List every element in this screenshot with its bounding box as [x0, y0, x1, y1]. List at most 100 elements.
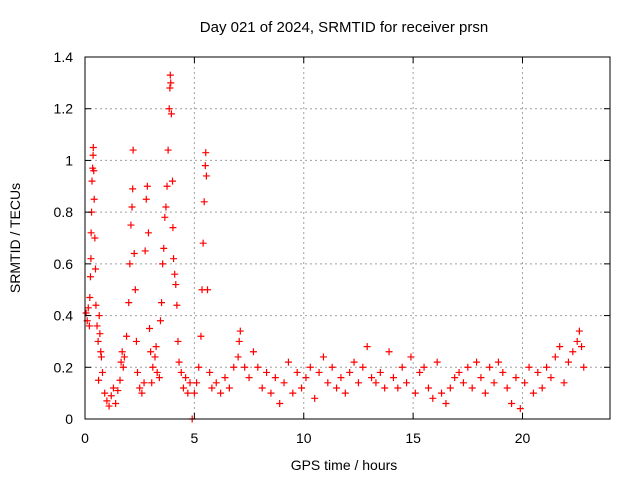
data-point — [136, 384, 144, 392]
data-point — [328, 363, 336, 371]
y-tick-label: 1.2 — [54, 101, 74, 117]
data-point — [381, 384, 389, 392]
data-point — [477, 374, 485, 382]
data-point — [201, 162, 209, 170]
data-point — [459, 379, 467, 387]
data-point — [173, 301, 181, 309]
data-point — [148, 379, 156, 387]
y-tick-label: 1.4 — [54, 49, 74, 65]
data-point — [107, 392, 115, 400]
data-point — [127, 221, 135, 229]
data-point — [368, 374, 376, 382]
data-point — [199, 239, 207, 247]
data-point — [490, 379, 498, 387]
data-point — [99, 368, 106, 376]
x-axis-label: GPS time / hours — [291, 457, 398, 473]
y-tick-label: 1 — [65, 152, 73, 168]
data-point — [96, 330, 104, 338]
data-point — [204, 286, 211, 294]
data-point — [538, 384, 546, 392]
x-tick-label: 15 — [405, 430, 421, 446]
data-point — [284, 358, 292, 366]
data-point — [184, 389, 192, 397]
data-points — [82, 71, 588, 423]
data-point — [92, 301, 100, 309]
data-point — [230, 363, 238, 371]
data-point — [126, 260, 134, 268]
data-point — [190, 389, 198, 397]
data-point — [94, 337, 102, 345]
data-point — [97, 348, 105, 356]
data-point — [235, 337, 243, 345]
data-point — [92, 265, 99, 273]
data-point — [543, 363, 551, 371]
data-point — [206, 368, 214, 376]
data-point — [169, 224, 177, 232]
axis-ticks: 0 0.2 0.4 0.6 0.8 1 1.2 1.4 0 5 10 15 20 — [54, 49, 610, 446]
data-point — [564, 358, 572, 366]
y-tick-label: 0.4 — [54, 308, 74, 324]
data-point — [90, 167, 98, 175]
data-point — [132, 337, 140, 345]
data-point — [147, 348, 155, 356]
data-point — [109, 384, 117, 392]
data-point — [166, 71, 174, 79]
data-point — [152, 343, 160, 351]
data-point — [225, 384, 233, 392]
data-point — [315, 368, 323, 376]
data-point — [512, 374, 520, 382]
y-tick-label: 0.6 — [54, 256, 74, 272]
data-point — [221, 374, 229, 382]
data-point — [438, 389, 446, 397]
x-tick-label: 5 — [190, 430, 198, 446]
data-point — [195, 363, 203, 371]
data-point — [442, 399, 450, 407]
data-point — [164, 146, 172, 154]
data-point — [333, 384, 341, 392]
data-point — [86, 273, 94, 281]
data-point — [276, 399, 284, 407]
data-point — [578, 343, 586, 351]
data-point — [245, 374, 253, 382]
data-point — [131, 286, 139, 294]
data-point — [398, 363, 406, 371]
data-point — [151, 353, 159, 361]
data-point — [97, 353, 105, 361]
data-point — [202, 172, 210, 180]
data-point — [324, 379, 332, 387]
data-point — [85, 322, 93, 330]
data-point — [446, 384, 454, 392]
data-point — [87, 255, 95, 263]
data-point — [163, 182, 171, 190]
data-point — [105, 402, 113, 410]
data-point — [84, 304, 92, 312]
data-point — [499, 368, 507, 376]
data-point — [354, 379, 362, 387]
data-point — [350, 358, 358, 366]
data-point — [89, 151, 97, 159]
data-point — [119, 363, 127, 371]
data-point — [508, 399, 516, 407]
data-point — [193, 379, 201, 387]
chart-title: Day 021 of 2024, SRMTID for receiver prs… — [200, 19, 488, 36]
data-point — [90, 195, 98, 203]
data-point — [208, 384, 216, 392]
data-point — [556, 343, 564, 351]
data-point — [403, 379, 411, 387]
data-point — [120, 353, 128, 361]
data-point — [464, 363, 472, 371]
data-point — [88, 177, 96, 185]
data-point — [217, 389, 225, 397]
data-point — [416, 368, 424, 376]
data-point — [311, 394, 319, 402]
data-point — [156, 317, 164, 325]
data-point — [293, 368, 301, 376]
data-point — [155, 374, 163, 382]
data-point — [118, 348, 126, 356]
data-point — [169, 177, 176, 185]
data-point — [186, 379, 194, 387]
data-point — [160, 244, 168, 252]
data-point — [95, 312, 103, 320]
data-point — [101, 389, 109, 397]
